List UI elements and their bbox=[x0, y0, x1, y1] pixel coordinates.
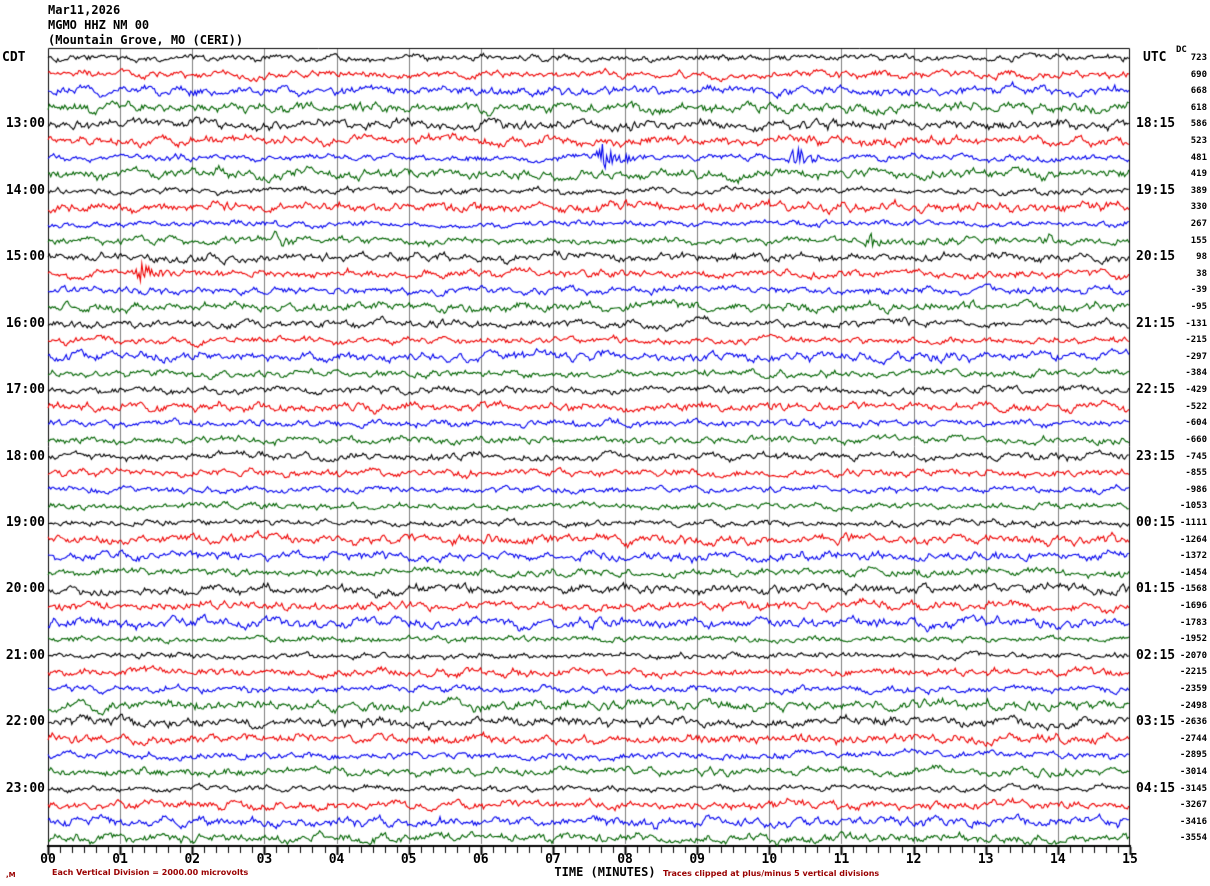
dc-offset-value: 389 bbox=[1190, 185, 1207, 196]
dc-offset-value: -1053 bbox=[1179, 501, 1207, 512]
dc-offset-value: -855 bbox=[1185, 468, 1207, 479]
x-tick-label: 03 bbox=[256, 852, 273, 867]
dc-offset-value: -2744 bbox=[1179, 733, 1207, 744]
utc-hour-label: 03:15 bbox=[1136, 714, 1176, 730]
dc-offset-value: -131 bbox=[1185, 318, 1207, 329]
utc-hour-label: 21:15 bbox=[1136, 315, 1176, 331]
utc-hour-label: 00:15 bbox=[1136, 514, 1176, 530]
x-tick-label: 09 bbox=[689, 852, 706, 867]
dc-offset-value: 523 bbox=[1190, 136, 1207, 147]
dc-offset-value: 419 bbox=[1190, 169, 1207, 180]
cdt-hour-label: 20:00 bbox=[5, 581, 45, 597]
logo-mark: ,M bbox=[6, 871, 16, 879]
cdt-hour-label: 22:00 bbox=[5, 714, 45, 730]
cdt-hour-label: 14:00 bbox=[5, 182, 45, 198]
dc-offset-value: 481 bbox=[1190, 152, 1207, 163]
dc-offset-value: -1372 bbox=[1179, 551, 1207, 562]
x-tick-label: 05 bbox=[400, 852, 417, 867]
utc-hour-label: 22:15 bbox=[1136, 382, 1176, 398]
dc-offset-value: -1568 bbox=[1179, 584, 1207, 595]
cdt-hour-label: 23:00 bbox=[5, 780, 45, 796]
dc-offset-value: -2070 bbox=[1179, 650, 1207, 661]
x-tick-label: 07 bbox=[545, 852, 561, 867]
utc-hour-label: 23:15 bbox=[1136, 448, 1176, 464]
dc-offset-value: -2498 bbox=[1179, 700, 1207, 711]
dc-offset-value: -3014 bbox=[1179, 766, 1207, 777]
dc-offset-value: -522 bbox=[1185, 401, 1207, 412]
cdt-hour-label: 18:00 bbox=[5, 448, 45, 464]
x-tick-label: 13 bbox=[977, 852, 994, 867]
dc-offset-value: 330 bbox=[1190, 202, 1207, 213]
dc-offset-value: -1111 bbox=[1179, 517, 1207, 528]
dc-offset-value: -1952 bbox=[1179, 634, 1207, 645]
dc-offset-value: -95 bbox=[1190, 302, 1207, 313]
cdt-hour-label: 15:00 bbox=[5, 249, 45, 265]
x-tick-label: 01 bbox=[112, 852, 128, 867]
x-tick-label: 08 bbox=[617, 852, 633, 867]
x-tick-label: 06 bbox=[472, 852, 489, 867]
utc-hour-label: 04:15 bbox=[1136, 780, 1176, 796]
dc-offset-value: -2359 bbox=[1179, 683, 1207, 694]
x-tick-label: 12 bbox=[905, 852, 922, 867]
x-tick-label: 00 bbox=[40, 852, 56, 867]
dc-offset-value: -39 bbox=[1190, 285, 1207, 296]
cdt-hour-label: 16:00 bbox=[5, 315, 45, 331]
dc-offset-value: -384 bbox=[1185, 368, 1207, 379]
cdt-hour-label: 17:00 bbox=[5, 382, 45, 398]
x-tick-label: 15 bbox=[1122, 852, 1138, 867]
dc-offset-value: -2215 bbox=[1179, 667, 1207, 678]
dc-offset-value: 690 bbox=[1190, 69, 1207, 80]
dc-offset-value: -604 bbox=[1185, 418, 1207, 429]
dc-offset-value: -1783 bbox=[1179, 617, 1207, 628]
cdt-hour-label: 13:00 bbox=[5, 116, 45, 132]
dc-offset-value: -297 bbox=[1185, 351, 1207, 362]
utc-hour-label: 20:15 bbox=[1136, 249, 1176, 265]
dc-offset-value: -2636 bbox=[1179, 717, 1207, 728]
x-tick-label: 02 bbox=[184, 852, 201, 867]
dc-offset-value: 618 bbox=[1190, 102, 1207, 113]
x-tick-label: 04 bbox=[328, 852, 345, 867]
cdt-hour-label: 19:00 bbox=[5, 514, 45, 530]
utc-hour-label: 01:15 bbox=[1136, 581, 1176, 597]
dc-offset-value: 38 bbox=[1196, 268, 1207, 279]
dc-offset-value: 98 bbox=[1196, 252, 1207, 263]
cdt-hour-label: 21:00 bbox=[5, 647, 45, 663]
utc-hour-label: 18:15 bbox=[1136, 116, 1176, 132]
dc-offset-value: -1454 bbox=[1179, 567, 1207, 578]
dc-offset-value: -429 bbox=[1185, 385, 1207, 396]
dc-offset-value: -3416 bbox=[1179, 816, 1207, 827]
dc-offset-value: -1696 bbox=[1179, 600, 1207, 611]
x-axis-title: TIME (MINUTES) bbox=[554, 865, 656, 879]
dc-offset-value: -3267 bbox=[1179, 800, 1207, 811]
x-tick-label: 10 bbox=[761, 852, 778, 867]
dc-offset-value: -745 bbox=[1185, 451, 1207, 462]
dc-offset-value: -986 bbox=[1185, 484, 1207, 495]
dc-offset-value: -2895 bbox=[1179, 750, 1207, 761]
dc-offset-value: 267 bbox=[1190, 219, 1207, 230]
x-tick-label: 14 bbox=[1050, 852, 1066, 867]
dc-offset-value: 668 bbox=[1190, 86, 1207, 97]
dc-offset-value: -3554 bbox=[1179, 833, 1207, 844]
utc-hour-label: 02:15 bbox=[1136, 647, 1176, 663]
dc-offset-value: -3145 bbox=[1179, 783, 1207, 794]
x-tick-label: 11 bbox=[833, 852, 850, 867]
clip-note: Traces clipped at plus/minus 5 vertical … bbox=[663, 869, 880, 878]
dc-offset-value: -1264 bbox=[1179, 534, 1207, 545]
dc-offset-value: -660 bbox=[1185, 434, 1207, 445]
utc-hour-label: 19:15 bbox=[1136, 182, 1176, 198]
scale-note: Each Vertical Division = 2000.00 microvo… bbox=[52, 868, 249, 877]
dc-offset-value: 155 bbox=[1190, 235, 1207, 246]
dc-offset-value: 723 bbox=[1190, 53, 1207, 63]
dc-offset-value: -215 bbox=[1185, 335, 1207, 346]
dc-offset-value: 586 bbox=[1190, 119, 1207, 130]
